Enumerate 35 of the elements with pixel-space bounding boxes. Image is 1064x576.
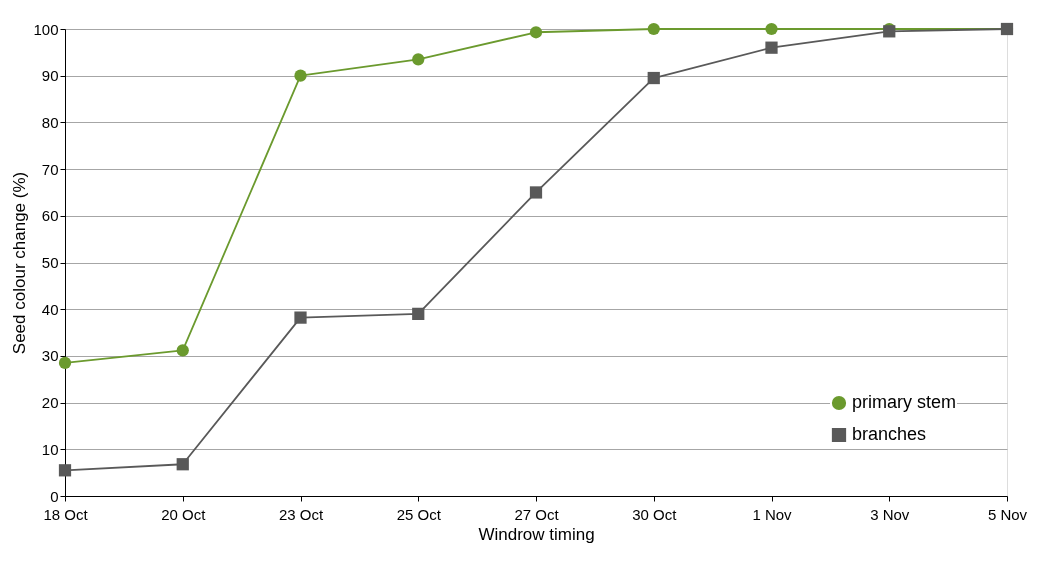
point [765,22,778,36]
legend-label: branches [852,424,927,444]
x-tick-label: 1 Nov [752,505,793,523]
x-tick-label: 5 Nov [987,505,1028,523]
x-axis-title: Windrow timing [478,524,595,544]
point [58,356,72,370]
point [647,22,660,36]
y-tick-label: 30 [41,347,59,365]
x-tick-label: 25 Oct [396,505,442,523]
x-tick-label: 30 Oct [632,505,678,523]
y-tick-label: 100 [33,20,59,38]
point [529,26,543,39]
y-tick-label: 40 [41,300,59,318]
y-tick-label: 80 [41,113,59,131]
point [412,307,425,320]
point [176,458,189,471]
x-tick-label: 20 Oct [161,505,207,523]
point [58,464,72,477]
x-tick-label: 18 Oct [43,505,89,523]
x-tick-label: 3 Nov [870,505,910,523]
y-tick-label: 20 [41,394,59,412]
y-tick-label: 60 [41,207,59,225]
y-tick-label: 70 [41,160,59,178]
y-tick-label: 90 [41,67,59,85]
x-tick-label: 27 Oct [514,505,560,523]
y-tick-label: 10 [41,440,59,458]
point [176,344,189,357]
point [529,186,543,199]
y-tick-label: 0 [50,487,59,505]
point [412,53,425,66]
legend-label: primary stem [852,392,957,412]
x-tick-label: 23 Oct [278,505,324,523]
y-axis-title: Seed colour change (%) [10,171,30,355]
point [647,71,660,85]
y-tick-label: 50 [41,254,59,271]
